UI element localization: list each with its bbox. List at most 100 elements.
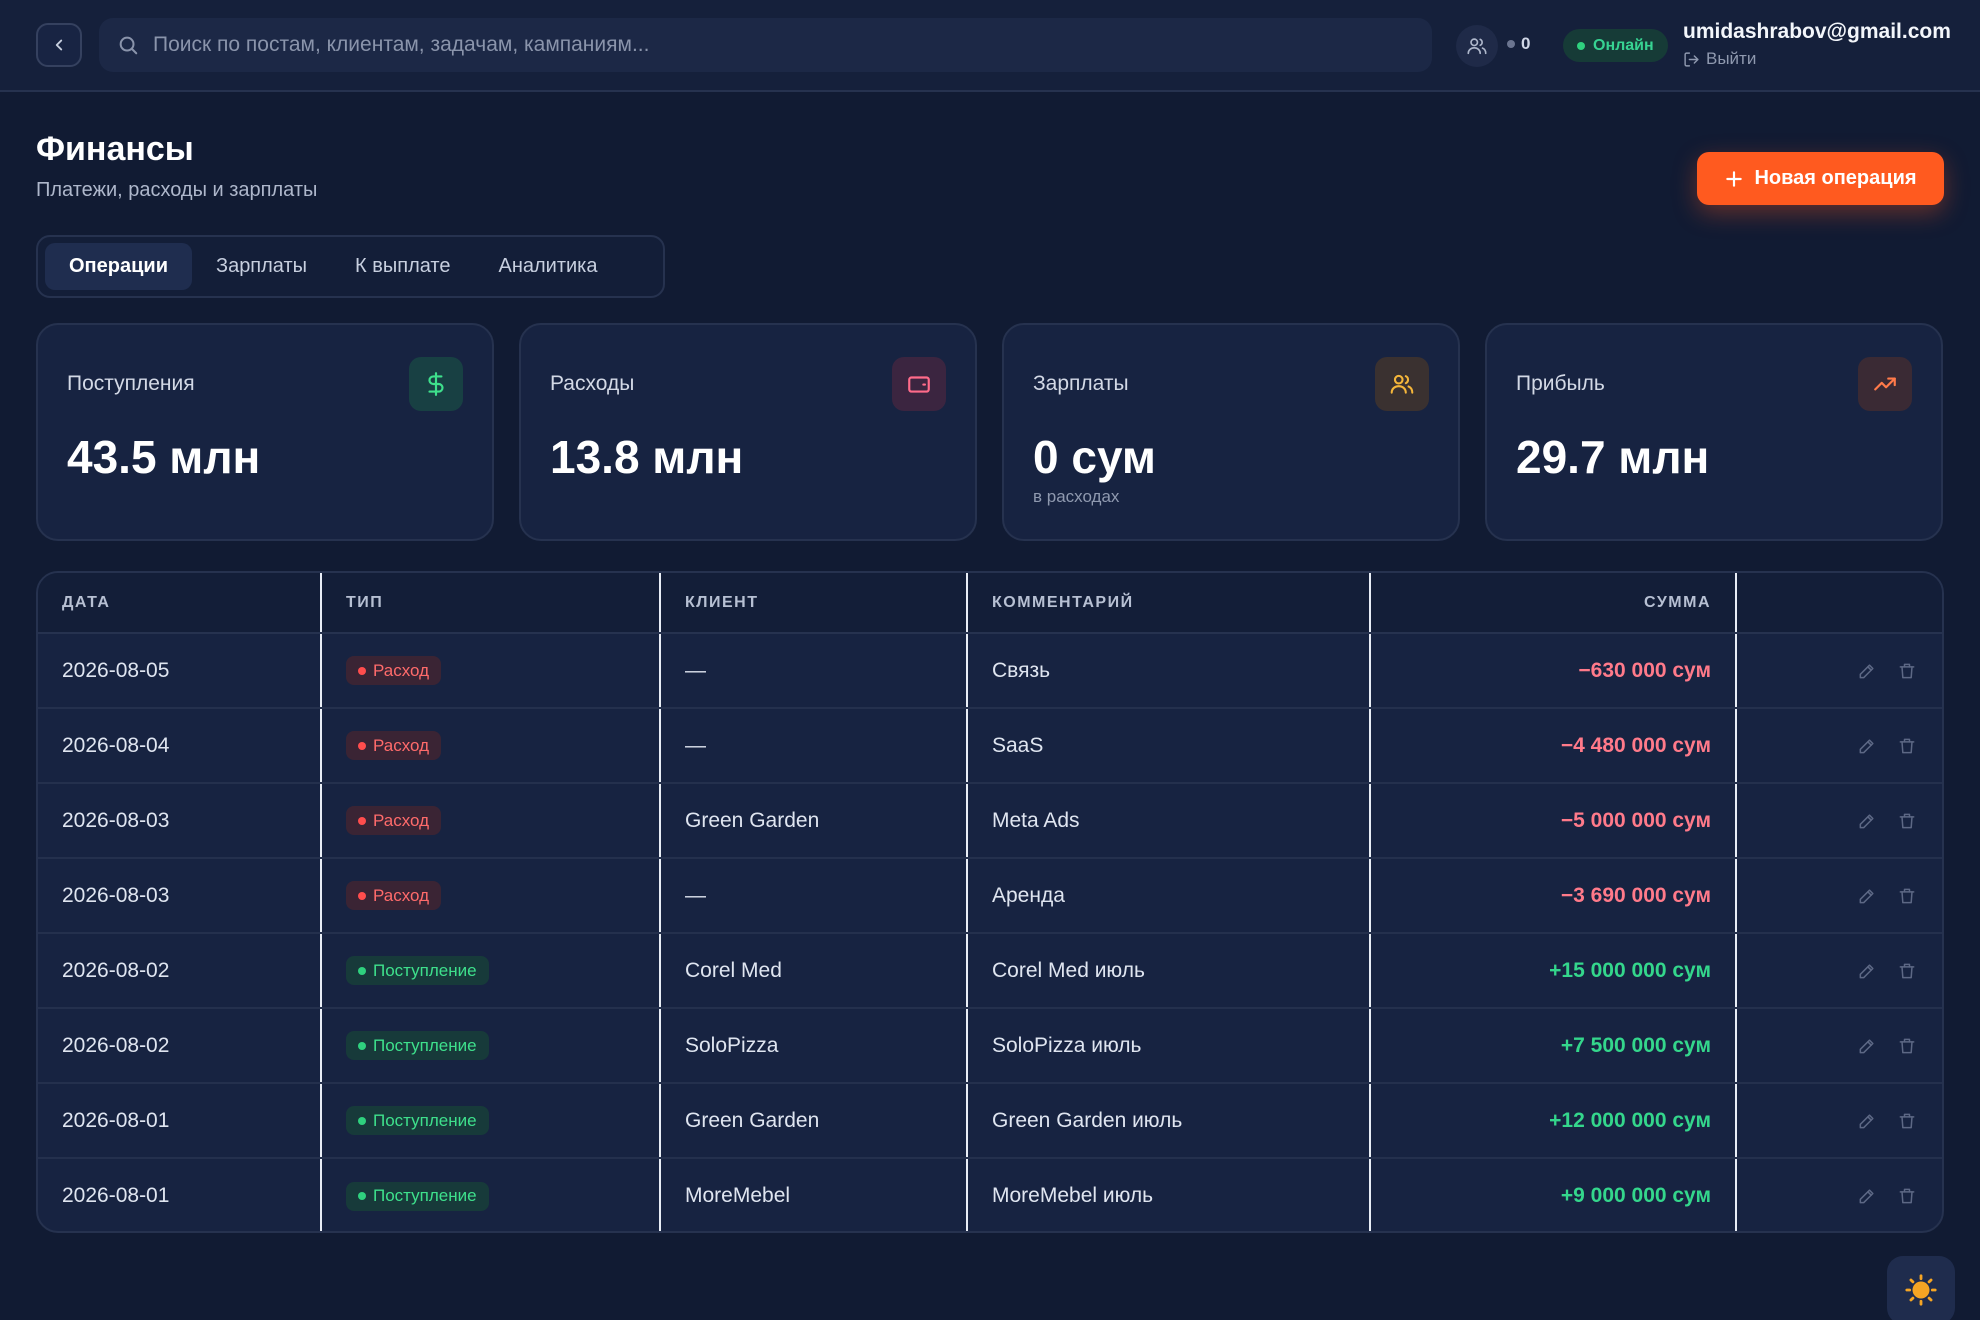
dollar-icon (409, 357, 463, 411)
edit-icon[interactable] (1856, 660, 1878, 682)
type-label: Расход (373, 810, 430, 830)
cell-type: Поступление (321, 1083, 661, 1159)
cell-comment: Meta Ads (967, 783, 1371, 859)
cell-type: Поступление (321, 1008, 661, 1084)
cell-actions (1736, 783, 1942, 859)
table-row[interactable]: 2026-08-04 Расход — SaaS −4 480 000 сум (38, 708, 1942, 784)
cell-actions (1736, 1008, 1942, 1084)
cell-actions (1736, 633, 1942, 709)
cell-amount: −3 690 000 сум (1370, 858, 1737, 934)
cell-comment: SaaS (967, 708, 1371, 784)
edit-icon[interactable] (1856, 810, 1878, 832)
cell-actions (1736, 708, 1942, 784)
search-input[interactable] (153, 33, 1353, 57)
cell-client: SoloPizza (660, 1008, 968, 1084)
edit-icon[interactable] (1856, 885, 1878, 907)
trash-icon[interactable] (1896, 1110, 1918, 1132)
trash-icon[interactable] (1896, 810, 1918, 832)
type-badge: Расход (346, 731, 442, 760)
edit-icon[interactable] (1856, 1035, 1878, 1057)
edit-icon[interactable] (1856, 735, 1878, 757)
theme-toggle-button[interactable] (1887, 1256, 1955, 1320)
trash-icon[interactable] (1896, 1035, 1918, 1057)
user-email: umidashrabov@gmail.com (1683, 20, 1951, 43)
row-actions (1761, 810, 1918, 832)
type-badge: Поступление (346, 1106, 489, 1135)
type-dot (358, 1041, 366, 1050)
cell-type: Расход (321, 633, 661, 709)
cell-amount: −4 480 000 сум (1370, 708, 1737, 784)
type-dot (358, 816, 366, 825)
tab-operations[interactable]: Операции (45, 243, 192, 290)
table-row[interactable]: 2026-08-03 Расход Green Garden Meta Ads −5 0… (38, 783, 1942, 859)
col-type[interactable]: ТИП (321, 573, 661, 634)
table-row[interactable]: 2026-08-03 Расход — Аренда −3 690 000 сум (38, 858, 1942, 934)
cell-type: Расход (321, 708, 661, 784)
stat-label: Зарплаты (1033, 372, 1129, 395)
back-button[interactable] (36, 23, 82, 67)
col-amount[interactable]: СУММА (1370, 573, 1737, 634)
table-row[interactable]: 2026-08-01 Поступление Green Garden Green G… (38, 1083, 1942, 1159)
table-row[interactable]: 2026-08-02 Поступление Corel Med Corel Med … (38, 933, 1942, 1009)
cell-date: 2026-08-03 (38, 858, 322, 934)
new-operation-button[interactable]: Новая операция (1697, 152, 1944, 205)
tab-salaries[interactable]: Зарплаты (215, 255, 308, 277)
stat-value: 43.5 млн (67, 431, 261, 483)
row-actions (1761, 735, 1918, 757)
cell-date: 2026-08-02 (38, 1008, 322, 1084)
type-badge: Поступление (346, 1181, 489, 1211)
edit-icon[interactable] (1856, 1110, 1878, 1132)
cell-client: Green Garden (660, 1083, 968, 1159)
type-badge: Поступление (346, 1031, 489, 1060)
cell-amount: +15 000 000 сум (1370, 933, 1737, 1009)
cell-client: — (660, 633, 968, 709)
trash-icon[interactable] (1896, 885, 1918, 907)
stat-card-expenses: Расходы 13.8 млн (519, 323, 977, 541)
table-row[interactable]: 2026-08-05 Расход — Связь −630 000 сум (38, 633, 1942, 709)
type-dot (358, 741, 366, 750)
search-icon (119, 36, 138, 55)
cell-type: Поступление (321, 1158, 661, 1231)
cell-comment: Corel Med июль (967, 933, 1371, 1009)
trend-up-icon (1858, 357, 1912, 411)
stat-label: Поступления (67, 372, 195, 395)
cell-comment: MoreMebel июль (967, 1158, 1371, 1231)
logout-link[interactable]: Выйти (1683, 49, 1756, 69)
cell-comment: Green Garden июль (967, 1083, 1371, 1159)
plus-icon (1726, 170, 1743, 187)
table-row[interactable]: 2026-08-02 Поступление SoloPizza SoloPizza … (38, 1008, 1942, 1084)
type-label: Расход (373, 885, 430, 905)
trash-icon[interactable] (1896, 660, 1918, 682)
col-comment[interactable]: КОММЕНТАРИЙ (967, 573, 1371, 634)
row-actions (1761, 1035, 1918, 1057)
operations-table: ДАТА ТИП КЛИЕНТ КОММЕНТАРИЙ СУММА 2026-0… (36, 571, 1944, 1233)
trash-icon[interactable] (1896, 735, 1918, 757)
type-label: Поступление (373, 1035, 477, 1055)
col-date[interactable]: ДАТА (38, 573, 322, 634)
search-bar (99, 18, 1432, 72)
tab-payable[interactable]: К выплате (355, 255, 451, 277)
new-operation-label: Новая операция (1754, 167, 1917, 189)
cell-client: Corel Med (660, 933, 968, 1009)
col-actions (1736, 573, 1942, 634)
stat-value: 0 сум (1033, 431, 1156, 483)
table-row[interactable]: 2026-08-01 Поступление MoreMebel MoreMebel … (38, 1158, 1942, 1231)
edit-icon[interactable] (1856, 960, 1878, 982)
trash-icon[interactable] (1896, 960, 1918, 982)
cell-date: 2026-08-01 (38, 1083, 322, 1159)
top-bar: 0 Онлайн umidashrabov@gmail.com Выйти (0, 0, 1980, 92)
stat-card-income: Поступления 43.5 млн (36, 323, 494, 541)
edit-icon[interactable] (1856, 1185, 1878, 1207)
stat-card-salaries: Зарплаты 0 сум в расходах (1002, 323, 1460, 541)
cell-type: Поступление (321, 933, 661, 1009)
type-label: Поступление (373, 960, 477, 980)
tab-analytics[interactable]: Аналитика (498, 255, 598, 277)
finance-tabs: Операции Зарплаты К выплате Аналитика (36, 235, 665, 298)
cell-date: 2026-08-04 (38, 708, 322, 784)
wallet-icon (892, 357, 946, 411)
status-dot (1507, 40, 1515, 48)
trash-icon[interactable] (1896, 1185, 1918, 1207)
online-users-button[interactable] (1456, 25, 1498, 67)
online-status-badge: Онлайн (1563, 29, 1668, 62)
col-client[interactable]: КЛИЕНТ (660, 573, 968, 634)
